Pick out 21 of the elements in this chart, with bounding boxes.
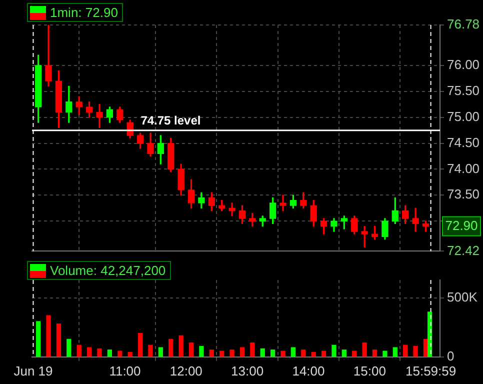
- y-tick-label: 72.42: [447, 242, 480, 258]
- x-tick-label: 13:00: [231, 363, 264, 378]
- legend-label: 1min: 72.90: [50, 5, 118, 20]
- text: 72.90: [445, 218, 478, 233]
- y-tick-label: 500K: [447, 289, 478, 304]
- x-tick-label: 12:00: [170, 363, 202, 378]
- y-tick-label: 75.00: [447, 108, 480, 124]
- x-tick-label: 11:00: [109, 363, 141, 378]
- x-tick-label: 14:00: [292, 363, 325, 378]
- y-tick-label: 76.78: [447, 16, 480, 32]
- y-tick-label: 0: [447, 348, 454, 364]
- ref-line-label: 74.75 level: [140, 114, 201, 128]
- legend-label: Volume: 42,247,200: [50, 263, 166, 278]
- y-tick-label: 74.50: [447, 134, 480, 150]
- x-tick-label: 15:59:59: [406, 363, 456, 378]
- y-tick-label: 73.50: [447, 186, 480, 202]
- y-tick-label: 74.00: [447, 160, 480, 176]
- y-tick-label: 75.50: [447, 82, 480, 98]
- x-tick-label: Jun 19: [14, 363, 53, 378]
- y-tick-label: 76.00: [447, 57, 480, 72]
- x-tick-label: 15:00: [353, 363, 386, 378]
